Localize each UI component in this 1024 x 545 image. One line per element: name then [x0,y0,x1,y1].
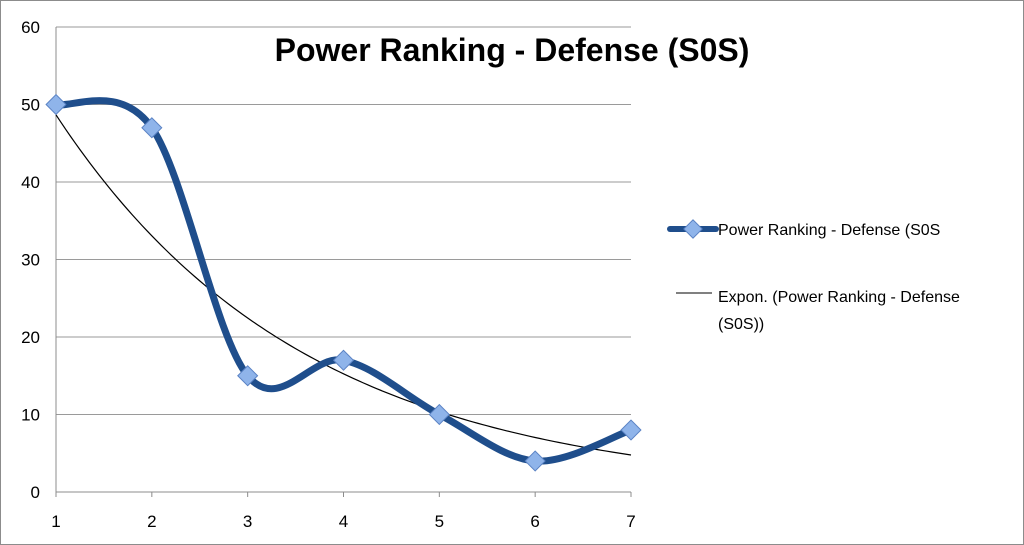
y-tick-label: 60 [21,18,40,37]
x-tick-label: 2 [147,512,156,531]
y-tick-label: 40 [21,173,40,192]
x-tick-label: 7 [626,512,635,531]
chart-title: Power Ranking - Defense (S0S) [275,32,750,68]
series-line [52,97,635,465]
y-tick-label: 30 [21,251,40,270]
data-point-5 [428,403,450,426]
x-tick-label: 4 [339,512,348,531]
legend-series-marker [683,219,703,239]
data-markers [45,93,642,472]
data-point-1 [45,93,67,116]
gridlines [56,26,631,415]
trendline-group [55,114,632,456]
legend: Power Ranking - Defense (S0S Expon. (Pow… [667,219,960,333]
y-tick-label: 10 [21,406,40,425]
x-tick-label: 1 [51,512,60,531]
data-point-3 [237,365,259,387]
series-group [52,97,635,465]
y-tick-label: 0 [31,483,40,502]
y-tick-label: 20 [21,328,40,347]
legend-series-label: Power Ranking - Defense (S0S [718,222,940,239]
x-tick-label: 3 [243,512,252,531]
y-tick-label: 50 [21,96,40,115]
trendline-path [55,114,632,456]
x-tick-label: 5 [435,512,444,531]
x-tick-label: 6 [530,512,539,531]
data-point-7 [620,419,642,441]
data-point-4 [332,349,355,371]
legend-trendline-label-line1: Expon. (Power Ranking - Defense [718,289,960,306]
data-point-2 [141,117,163,139]
legend-trendline-label-line2: (S0S)) [718,316,764,333]
data-point-6 [524,450,546,472]
y-tick-labels: 0 10 20 30 40 50 60 [21,18,40,502]
x-tick-labels: 1 2 3 4 5 6 7 [51,492,636,531]
